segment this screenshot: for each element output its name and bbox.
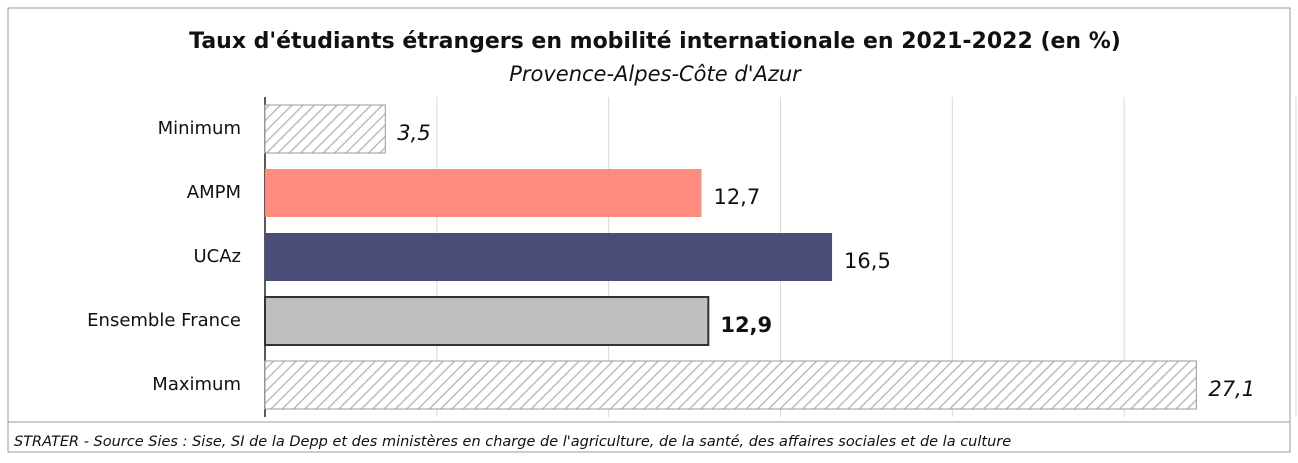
- value-label: 12,7: [713, 185, 760, 209]
- frame: [7, 7, 1291, 453]
- bar: [264, 360, 1197, 410]
- bar: [264, 104, 386, 154]
- value-label: 3,5: [397, 121, 430, 145]
- y-tick-label: UCAz: [193, 246, 241, 267]
- bar: [264, 296, 710, 346]
- bar: [265, 169, 702, 217]
- value-label: 27,1: [1208, 377, 1255, 401]
- y-tick-label: Maximum: [152, 374, 241, 395]
- bar: [265, 233, 833, 281]
- value-label: 12,9: [720, 313, 772, 337]
- source-note: STRATER - Source Sies : Sise, SI de la D…: [14, 434, 1011, 450]
- value-label: 16,5: [844, 249, 891, 273]
- y-tick-label: AMPM: [187, 182, 241, 203]
- y-tick-label: Minimum: [158, 118, 241, 139]
- y-tick-label: Ensemble France: [87, 310, 241, 331]
- chart-title: Taux d'étudiants étrangers en mobilité i…: [189, 29, 1121, 54]
- chart-subtitle: Provence-Alpes-Côte d'Azur: [509, 62, 802, 86]
